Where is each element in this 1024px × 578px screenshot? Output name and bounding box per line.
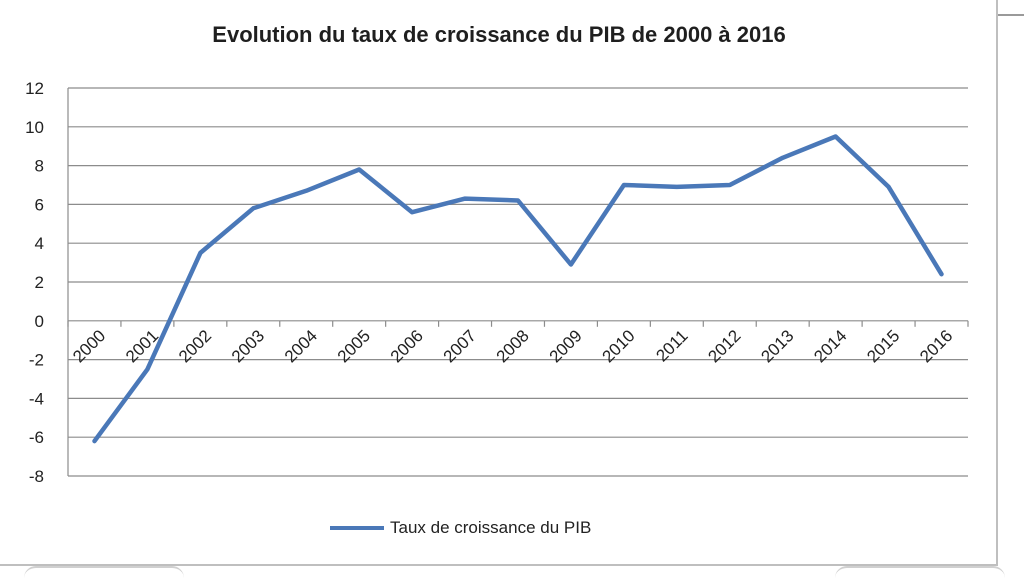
y-tick-label: 12 xyxy=(25,79,44,98)
y-tick-label: 4 xyxy=(35,234,44,253)
background-arc-left xyxy=(24,566,184,578)
legend-swatch xyxy=(330,526,384,530)
x-tick-label: 2008 xyxy=(493,326,533,366)
x-tick-label: 2009 xyxy=(546,326,586,366)
y-tick-label: 6 xyxy=(35,195,44,214)
x-tick-label: 2012 xyxy=(704,326,744,366)
y-tick-label: 0 xyxy=(35,312,44,331)
x-tick-label: 2005 xyxy=(334,326,374,366)
series-line xyxy=(92,134,944,444)
x-tick-label: 2002 xyxy=(175,326,215,366)
x-tick-label: 2000 xyxy=(69,326,109,366)
y-tick-label: -2 xyxy=(29,351,44,370)
legend: Taux de croissance du PIB xyxy=(330,516,591,540)
x-tick-label: 2014 xyxy=(810,326,850,366)
chart-frame xyxy=(0,0,998,566)
legend-label: Taux de croissance du PIB xyxy=(390,518,592,537)
y-tick-label: -4 xyxy=(29,389,44,408)
x-tick-label: 2013 xyxy=(757,326,797,366)
background-arc-right xyxy=(835,566,1005,578)
y-tick-label: 2 xyxy=(35,273,44,292)
x-tick-label: 2006 xyxy=(387,326,427,366)
corner-divider xyxy=(998,14,1024,16)
y-tick-label: -6 xyxy=(29,428,44,447)
x-tick-label: 2016 xyxy=(916,326,956,366)
y-tick-label: -8 xyxy=(29,467,44,486)
x-tick-label: 2004 xyxy=(281,326,321,366)
x-tick-label: 2010 xyxy=(599,326,639,366)
y-tick-label: 8 xyxy=(35,157,44,176)
x-tick-label: 2007 xyxy=(440,326,480,366)
y-tick-label: 10 xyxy=(25,118,44,137)
chart-title: Evolution du taux de croissance du PIB d… xyxy=(212,22,786,47)
x-tick-label: 2003 xyxy=(228,326,268,366)
x-tick-label: 2015 xyxy=(863,326,903,366)
